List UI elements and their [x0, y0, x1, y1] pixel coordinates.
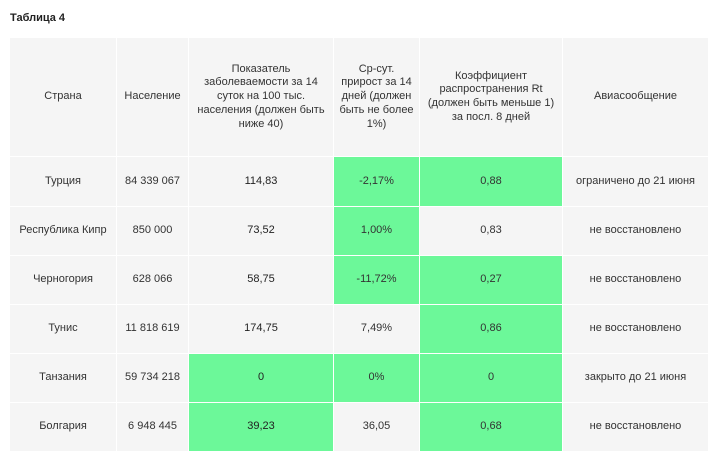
- cell-rt: 0,86: [419, 304, 563, 354]
- table-row: Танзания 59 734 218 0 0% 0 закрыто до 21 июня: [9, 353, 709, 403]
- table-row: Турция 84 339 067 114,83 -2,17% 0,88 ограниче…: [9, 156, 709, 207]
- cell-population: 11 818 619: [116, 304, 189, 354]
- table-row: Болгария 6 948 445 39,23 36,05 0,68 не восста…: [9, 402, 709, 452]
- cell-daily-growth: 1,00%: [333, 206, 420, 256]
- cell-rt: 0,27: [419, 255, 563, 305]
- cell-flights: не восстановлено: [562, 255, 709, 305]
- header-population: Население: [116, 37, 189, 157]
- covid-stats-table: Страна Население Показатель заболеваемос…: [9, 37, 709, 452]
- header-row: Страна Население Показатель заболеваемос…: [9, 37, 709, 157]
- cell-incidence: 39,23: [188, 402, 334, 452]
- cell-flights: не восстановлено: [562, 402, 709, 452]
- cell-country: Тунис: [9, 304, 117, 354]
- cell-daily-growth: -11,72%: [333, 255, 420, 305]
- cell-population: 628 066: [116, 255, 189, 305]
- header-country: Страна: [9, 37, 117, 157]
- cell-country: Болгария: [9, 402, 117, 452]
- cell-incidence: 174,75: [188, 304, 334, 354]
- cell-population: 6 948 445: [116, 402, 189, 452]
- cell-incidence: 0: [188, 353, 334, 403]
- cell-incidence: 114,83: [188, 156, 334, 207]
- cell-daily-growth: -2,17%: [333, 156, 420, 207]
- cell-flights: закрыто до 21 июня: [562, 353, 709, 403]
- table-row: Тунис 11 818 619 174,75 7,49% 0,86 не восстан…: [9, 304, 709, 354]
- cell-incidence: 73,52: [188, 206, 334, 256]
- table-row: Республика Кипр 850 000 73,52 1,00% 0,83 не в…: [9, 206, 709, 256]
- cell-flights: не восстановлено: [562, 304, 709, 354]
- cell-country: Республика Кипр: [9, 206, 117, 256]
- table-row: Черногория 628 066 58,75 -11,72% 0,27 не восс…: [9, 255, 709, 305]
- cell-rt: 0: [419, 353, 563, 403]
- cell-country: Танзания: [9, 353, 117, 403]
- cell-population: 59 734 218: [116, 353, 189, 403]
- cell-population: 850 000: [116, 206, 189, 256]
- cell-daily-growth: 0%: [333, 353, 420, 403]
- cell-country: Турция: [9, 156, 117, 207]
- table-caption: Таблица 4: [10, 12, 66, 24]
- cell-country: Черногория: [9, 255, 117, 305]
- cell-rt: 0,88: [419, 156, 563, 207]
- cell-incidence: 58,75: [188, 255, 334, 305]
- cell-daily-growth: 7,49%: [333, 304, 420, 354]
- cell-population: 84 339 067: [116, 156, 189, 207]
- header-rt: Коэффициент распространения Rt (должен б…: [419, 37, 563, 157]
- cell-rt: 0,68: [419, 402, 563, 452]
- cell-flights: не восстановлено: [562, 206, 709, 256]
- cell-rt: 0,83: [419, 206, 563, 256]
- header-incidence: Показатель заболеваемости за 14 суток на…: [188, 37, 334, 157]
- header-flights: Авиасообщение: [562, 37, 709, 157]
- cell-flights: ограничено до 21 июня: [562, 156, 709, 207]
- cell-daily-growth: 36,05: [333, 402, 420, 452]
- header-daily-growth: Ср-сут. прирост за 14 дней (должен быть …: [333, 37, 420, 157]
